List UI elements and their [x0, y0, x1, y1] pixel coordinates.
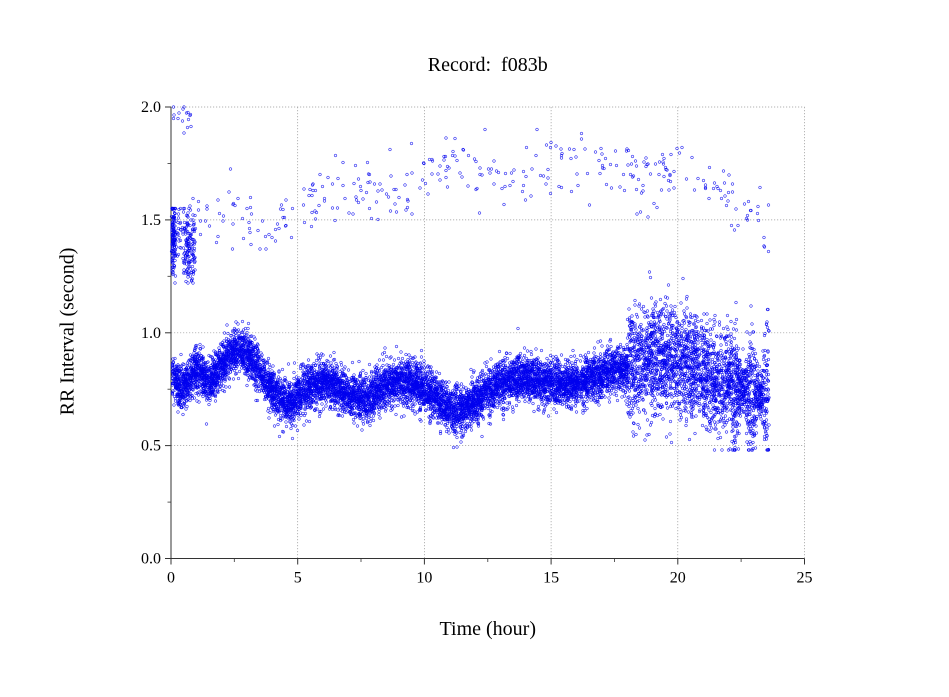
svg-text:15: 15 [543, 570, 559, 587]
svg-text:0.0: 0.0 [141, 551, 161, 568]
svg-text:20: 20 [670, 570, 686, 587]
svg-text:25: 25 [797, 570, 813, 587]
svg-text:1.0: 1.0 [141, 325, 161, 342]
svg-text:5: 5 [294, 570, 302, 587]
svg-text:0: 0 [167, 570, 175, 587]
svg-text:2.0: 2.0 [141, 99, 161, 116]
svg-text:10: 10 [416, 570, 432, 587]
svg-text:0.5: 0.5 [141, 438, 161, 455]
svg-text:1.5: 1.5 [141, 212, 161, 229]
